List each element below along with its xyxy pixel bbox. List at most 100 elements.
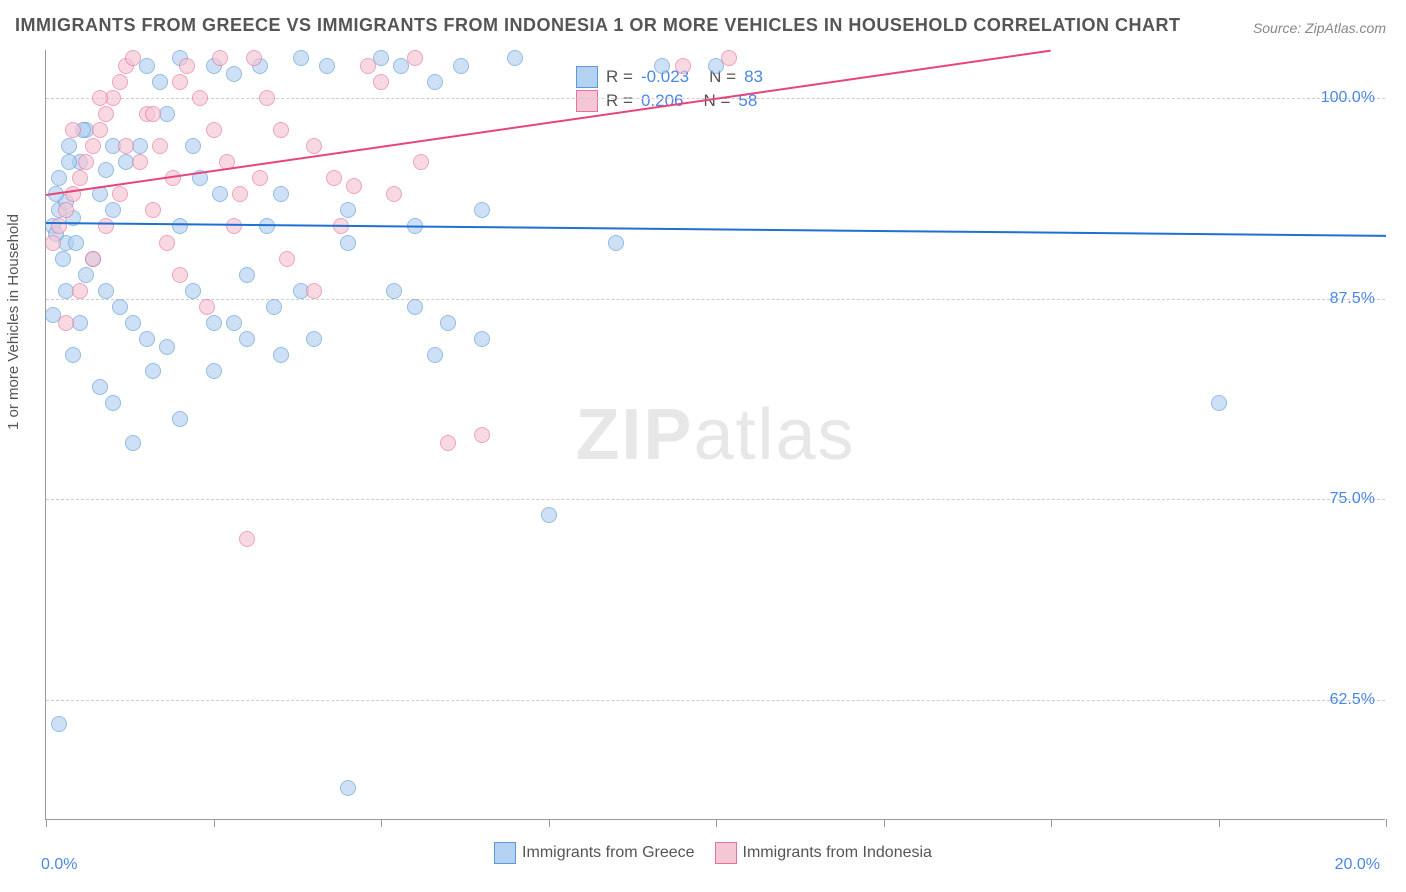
data-point [386,186,402,202]
data-point [239,267,255,283]
data-point [58,202,74,218]
y-tick-label: 75.0% [1330,490,1375,508]
data-point [125,50,141,66]
legend-r-label: R = [606,91,633,111]
data-point [474,427,490,443]
data-point [172,411,188,427]
data-point [112,299,128,315]
data-point [273,122,289,138]
data-point [407,50,423,66]
data-point [541,507,557,523]
data-point [179,58,195,74]
x-tick [1051,819,1052,827]
data-point [239,531,255,547]
data-point [85,251,101,267]
x-tick [214,819,215,827]
data-point [145,106,161,122]
gridline [46,499,1385,500]
data-point [212,50,228,66]
data-point [51,716,67,732]
data-point [212,186,228,202]
y-tick-label: 100.0% [1321,89,1375,107]
data-point [92,90,108,106]
data-point [427,347,443,363]
data-point [112,186,128,202]
legend-swatch [576,90,598,112]
legend-n-label: N = [703,91,730,111]
data-point [45,235,61,251]
data-point [427,74,443,90]
data-point [68,235,84,251]
y-tick-label: 87.5% [1330,290,1375,308]
data-point [608,235,624,251]
data-point [1211,395,1227,411]
legend-row: R = 0.206N =58 [576,90,763,112]
watermark: ZIPatlas [575,394,855,476]
series-legend: Immigrants from GreeceImmigrants from In… [0,842,1406,864]
data-point [226,66,242,82]
data-point [51,218,67,234]
data-point [85,138,101,154]
chart-title: IMMIGRANTS FROM GREECE VS IMMIGRANTS FRO… [15,15,1181,36]
x-tick [884,819,885,827]
data-point [474,331,490,347]
data-point [407,299,423,315]
x-tick [549,819,550,827]
data-point [125,315,141,331]
data-point [279,251,295,267]
data-point [159,235,175,251]
data-point [226,315,242,331]
data-point [306,283,322,299]
data-point [139,331,155,347]
data-point [721,50,737,66]
data-point [259,90,275,106]
data-point [192,90,208,106]
data-point [139,58,155,74]
data-point [51,170,67,186]
x-tick [1386,819,1387,827]
data-point [273,186,289,202]
x-tick [381,819,382,827]
x-tick [1219,819,1220,827]
data-point [273,347,289,363]
data-point [507,50,523,66]
scatter-plot: ZIPatlas R =-0.023N =83R = 0.206N =58 62… [45,50,1385,820]
data-point [61,154,77,170]
data-point [125,435,141,451]
data-point [61,138,77,154]
y-axis-label: 1 or more Vehicles in Household [5,214,22,430]
data-point [413,154,429,170]
data-point [92,122,108,138]
data-point [78,154,94,170]
data-point [654,58,670,74]
y-tick-label: 62.5% [1330,691,1375,709]
data-point [105,395,121,411]
data-point [373,74,389,90]
data-point [440,435,456,451]
data-point [98,218,114,234]
data-point [206,315,222,331]
data-point [386,283,402,299]
x-tick [716,819,717,827]
data-point [306,138,322,154]
gridline [46,299,1385,300]
data-point [453,58,469,74]
data-point [145,363,161,379]
data-point [259,218,275,234]
data-point [346,178,362,194]
legend-swatch [576,66,598,88]
data-point [98,162,114,178]
data-point [232,186,248,202]
legend-series-name: Immigrants from Indonesia [743,844,932,861]
data-point [145,202,161,218]
data-point [72,170,88,186]
data-point [266,299,282,315]
legend-swatch [494,842,516,864]
data-point [98,283,114,299]
data-point [92,379,108,395]
data-point [360,58,376,74]
data-point [185,138,201,154]
data-point [132,154,148,170]
data-point [112,74,128,90]
data-point [72,283,88,299]
